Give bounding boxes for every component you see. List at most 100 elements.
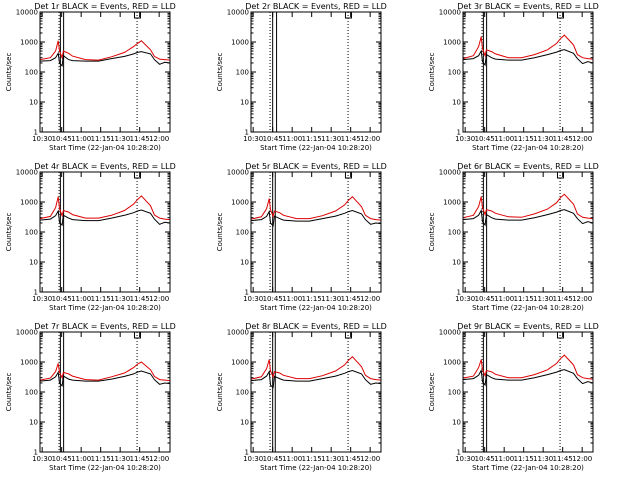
y-tick-label: 10: [452, 259, 461, 267]
x-tick-label: 10:30: [243, 295, 263, 303]
x-tick-label: 11:30: [110, 135, 130, 143]
x-tick-label: 11:15: [91, 295, 111, 303]
y-axis-label: Counts/sec: [216, 373, 224, 412]
panel-title: Det 1r BLACK = Events, RED = LLD: [34, 2, 176, 11]
y-tick-label: 100: [236, 389, 249, 397]
y-axis-label: Counts/sec: [5, 213, 13, 252]
x-axis-label: Start Time (22-Jan-04 10:28:20): [472, 304, 584, 312]
y-tick-label: 10: [452, 99, 461, 107]
x-tick-label: 11:15: [514, 135, 534, 143]
y-tick-label: 10000: [227, 9, 249, 17]
top-bracket-marker: [133, 172, 141, 179]
x-tick-label: 11:45: [130, 455, 150, 463]
y-tick-label: 1: [34, 449, 38, 457]
y-tick-label: 100: [448, 389, 461, 397]
x-tick-label: 11:00: [282, 455, 302, 463]
x-tick-label: 11:00: [71, 455, 91, 463]
x-axis-label: Start Time (22-Jan-04 10:28:20): [49, 464, 161, 472]
x-tick-label: 10:30: [243, 135, 263, 143]
y-tick-label: 1000: [231, 359, 249, 367]
y-tick-label: 1: [457, 289, 461, 297]
panel-title: Det 2r BLACK = Events, RED = LLD: [245, 2, 387, 11]
series-line-lld: [462, 34, 594, 60]
x-tick-label: 11:45: [341, 455, 361, 463]
x-tick-label: 11:30: [110, 295, 130, 303]
y-tick-label: 100: [448, 229, 461, 237]
y-tick-label: 10000: [16, 329, 38, 337]
x-tick-label: 11:45: [553, 455, 573, 463]
series-line-events: [250, 369, 382, 389]
x-tick-label: 12:00: [360, 135, 380, 143]
plot-frame: [39, 11, 171, 133]
top-bracket-marker: [556, 172, 564, 179]
plot-frame: [39, 331, 171, 453]
panel-title: Det 7r BLACK = Events, RED = LLD: [34, 322, 176, 331]
series-line-lld: [39, 40, 171, 61]
x-tick-label: 12:00: [572, 135, 592, 143]
x-tick-label: 11:15: [514, 295, 534, 303]
y-tick-label: 10000: [227, 329, 249, 337]
x-axis-label: Start Time (22-Jan-04 10:28:20): [49, 304, 161, 312]
x-tick-label: 11:15: [91, 135, 111, 143]
x-tick-label: 12:00: [149, 295, 169, 303]
y-tick-label: 10: [29, 99, 38, 107]
panel-title: Det 9r BLACK = Events, RED = LLD: [457, 322, 599, 331]
series-line-events: [39, 51, 171, 68]
panel-det-1: Det 1r BLACK = Events, RED = LLD Counts/s…: [5, 2, 176, 152]
plot-frame: [462, 331, 594, 453]
y-tick-label: 1: [34, 129, 38, 137]
panel-det-2: Det 2r BLACK = Events, RED = LLD Counts/s…: [216, 2, 387, 152]
series-line-lld: [250, 355, 382, 381]
x-tick-label: 11:15: [91, 455, 111, 463]
panel-det-7: Det 7r BLACK = Events, RED = LLD Counts/s…: [5, 322, 176, 472]
y-tick-label: 10000: [439, 169, 461, 177]
series-line-events: [39, 370, 171, 388]
x-tick-label: 12:00: [149, 455, 169, 463]
y-tick-label: 10: [452, 419, 461, 427]
x-tick-label: 11:00: [71, 135, 91, 143]
panel-det-3: Det 3r BLACK = Events, RED = LLD Counts/s…: [428, 2, 599, 152]
y-tick-label: 10: [29, 419, 38, 427]
y-tick-label: 100: [25, 389, 38, 397]
panel-title: Det 8r BLACK = Events, RED = LLD: [245, 322, 387, 331]
y-tick-label: 10: [240, 419, 249, 427]
top-bracket-marker: [133, 332, 141, 339]
y-axis-label: Counts/sec: [216, 213, 224, 252]
series-line-events: [462, 208, 594, 227]
y-axis-label: Counts/sec: [428, 373, 436, 412]
x-tick-label: 11:45: [341, 135, 361, 143]
y-tick-label: 1000: [20, 199, 38, 207]
top-bracket-marker: [556, 332, 564, 339]
y-tick-label: 100: [25, 229, 38, 237]
y-tick-label: 10000: [439, 329, 461, 337]
y-axis-label: Counts/sec: [428, 213, 436, 252]
x-tick-label: 11:00: [494, 135, 514, 143]
top-bracket-marker: [344, 12, 352, 19]
x-tick-label: 11:30: [321, 295, 341, 303]
plot-frame: [250, 11, 382, 133]
x-tick-label: 10:45: [52, 135, 72, 143]
x-axis-label: Start Time (22-Jan-04 10:28:20): [472, 144, 584, 152]
y-tick-label: 1000: [443, 39, 461, 47]
x-tick-label: 12:00: [360, 455, 380, 463]
series-line-lld: [462, 193, 594, 220]
x-tick-label: 11:30: [321, 455, 341, 463]
x-tick-label: 11:00: [282, 135, 302, 143]
x-tick-label: 11:00: [71, 295, 91, 303]
series-line-lld: [462, 354, 594, 380]
x-tick-label: 12:00: [149, 135, 169, 143]
top-bracket-marker: [344, 172, 352, 179]
x-tick-label: 10:45: [52, 455, 72, 463]
x-tick-label: 11:45: [341, 295, 361, 303]
x-tick-label: 10:30: [455, 295, 475, 303]
x-tick-label: 11:45: [130, 135, 150, 143]
x-tick-label: 10:45: [475, 295, 495, 303]
plot-frame: [39, 171, 171, 293]
x-tick-label: 10:45: [263, 135, 283, 143]
y-tick-label: 1000: [20, 359, 38, 367]
y-axis-label: Counts/sec: [428, 53, 436, 92]
plot-frame: [250, 171, 382, 293]
plot-frame: [462, 11, 594, 133]
